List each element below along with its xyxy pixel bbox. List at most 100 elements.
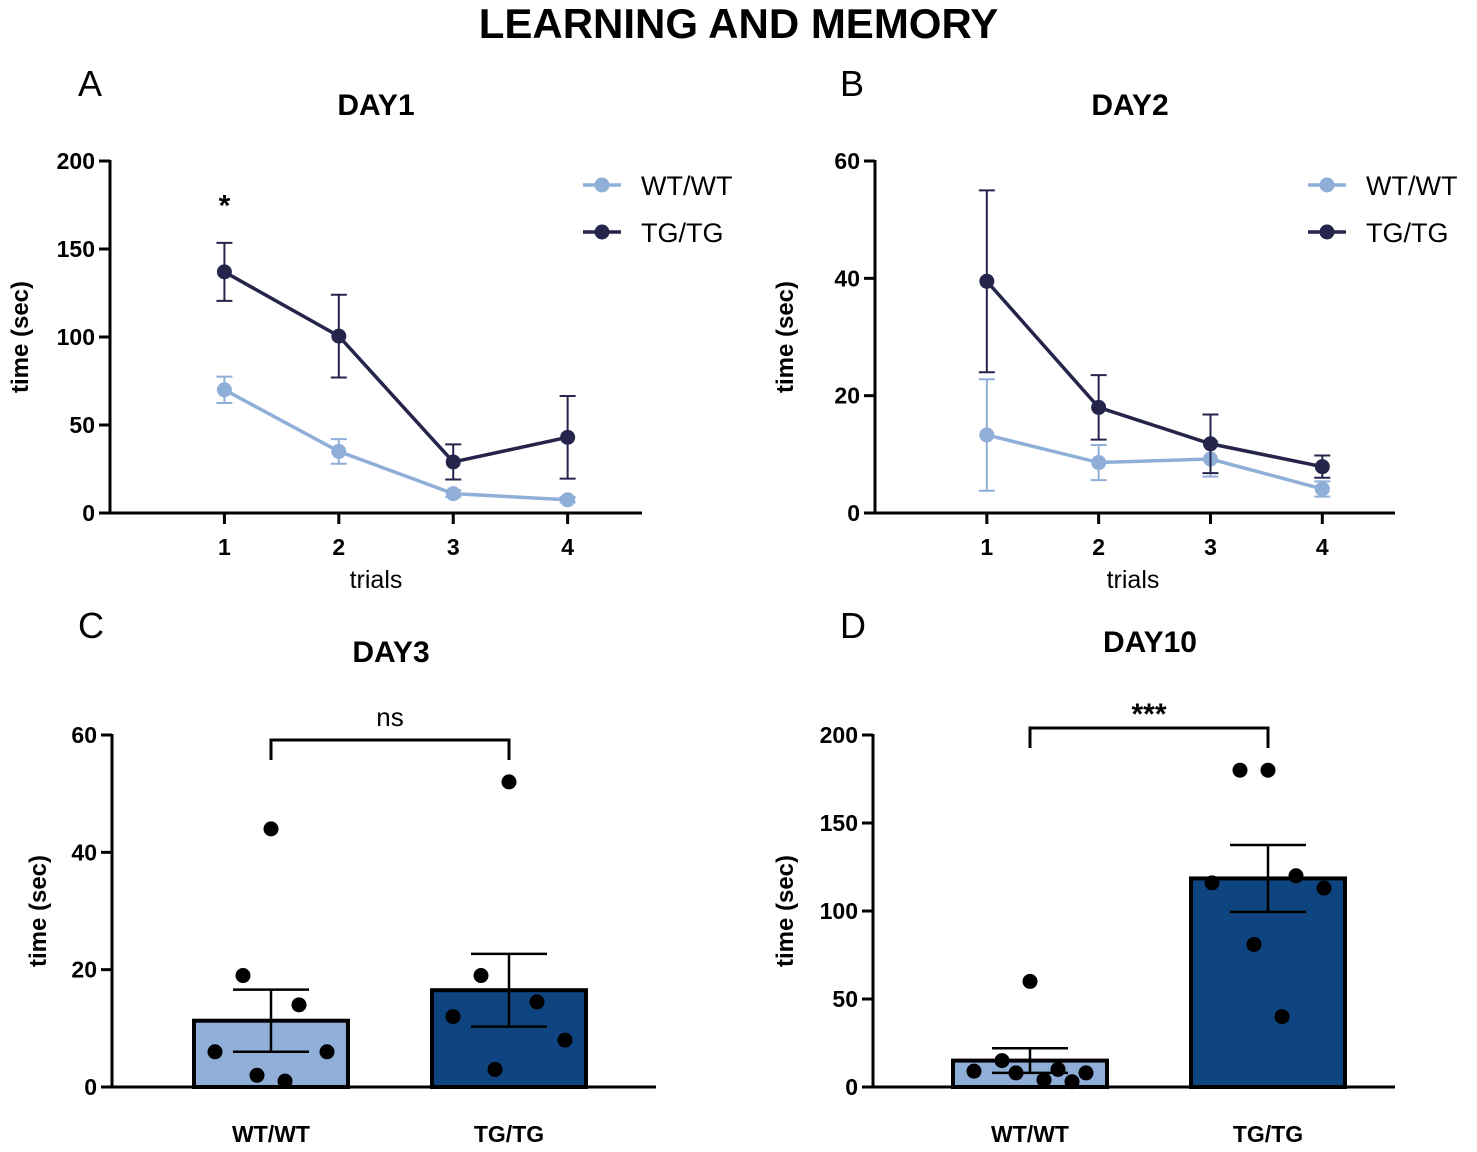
panel-a-wt-wt-point-2 [331, 443, 347, 459]
panel-d-wt-wt-point-1 [1022, 973, 1038, 989]
panel-d-title: DAY10 [1103, 626, 1197, 659]
panel-d-wt-wt-point-8 [1064, 1074, 1080, 1090]
panel-c-y-tick-label-20: 20 [71, 957, 97, 983]
panel-c-tg-tg-point-2 [473, 968, 489, 984]
panel-b-tg-tg-point-3 [1202, 436, 1218, 452]
panel-d-y-label: time (sec) [772, 855, 799, 967]
panel-letter-a: A [78, 63, 103, 104]
panel-d-chart: 0 50 100 150 200 DAY10 time (sec) WT/WT TG/TG *** [772, 626, 1395, 1147]
panel-a-wt-wt-legend-marker [594, 177, 610, 193]
panel-c-y-label: time (sec) [25, 855, 52, 967]
panel-letter-b: B [840, 63, 865, 104]
panel-a-tg-tg-legend-label: TG/TG [641, 218, 724, 248]
panel-a-tg-tg-point-2 [331, 328, 347, 344]
panel-c-wt-wt-point-7 [277, 1073, 293, 1089]
panel-c-chart: 0 20 40 60 DAY3 time (sec) WT/WT TG/TG ns [25, 636, 656, 1147]
panel-d-y-tick-label-150: 150 [820, 810, 858, 836]
panel-a-wt-wt-point-3 [445, 486, 461, 502]
panel-a-tg-tg-point-3 [445, 454, 461, 470]
panel-c-tg-tg-point-3 [529, 994, 545, 1010]
panel-b-x-tick-label-3: 3 [1204, 534, 1217, 560]
panel-d-tg-tg-point-2 [1232, 762, 1248, 778]
panel-a-x-label: trials [350, 566, 403, 594]
panel-d-wt-wt-point-7 [1036, 1072, 1052, 1088]
panel-b-x-tick-label-4: 4 [1316, 534, 1329, 560]
panel-a-chart: 0 50 100 150 200 DAY1 time (sec) 1 2 3 4 trials WT/W… [7, 89, 732, 594]
panel-c-tg-tg-category-label: TG/TG [474, 1121, 544, 1147]
panel-a-y-tick-label-0: 0 [82, 500, 95, 526]
panel-a-y-tick-label-50: 50 [69, 412, 95, 438]
panel-d-y-tick-label-200: 200 [820, 722, 858, 748]
panel-a-x-tick-label-4: 4 [561, 534, 574, 560]
panel-c-y-tick-label-0: 0 [84, 1074, 97, 1100]
panel-a-wt-wt-line [223, 388, 568, 502]
panel-c-tg-tg-point-5 [557, 1032, 573, 1048]
panel-b-tg-tg-legend-marker [1319, 224, 1335, 240]
panel-b-wt-wt-point-4 [1314, 481, 1330, 497]
panel-c-wt-wt-point-6 [249, 1067, 265, 1083]
panel-d-wt-wt-category-label: WT/WT [991, 1121, 1069, 1147]
panel-d-tg-tg-point-3 [1288, 868, 1304, 884]
panel-a-y-tick-label-100: 100 [57, 324, 95, 350]
panel-b-tg-tg-point-2 [1091, 399, 1107, 415]
panel-a-title: DAY1 [337, 89, 414, 122]
panel-a-x-tick-label-1: 1 [218, 534, 231, 560]
panel-a-wt-wt-legend-label: WT/WT [641, 171, 732, 201]
panel-a-y-tick-label-150: 150 [57, 236, 95, 262]
panel-b-wt-wt-point-1 [979, 427, 995, 443]
panel-a-tg-tg-point-4 [560, 429, 576, 445]
panel-b-y-label: time (sec) [772, 281, 799, 393]
panel-c-significance-bracket [269, 738, 511, 760]
panel-d-wt-wt-point-6 [1008, 1065, 1024, 1081]
panel-d-wt-wt-point-2 [994, 1053, 1010, 1069]
panel-c-tg-tg-point-4 [445, 1009, 461, 1025]
panel-c-tg-tg-point-6 [487, 1061, 503, 1077]
panel-b-y-tick-label-0: 0 [847, 500, 860, 526]
panel-c-wt-wt-point-4 [207, 1044, 223, 1060]
panel-b-tg-tg-legend-label: TG/TG [1366, 218, 1449, 248]
panel-b-x-label: trials [1107, 566, 1160, 594]
panel-c-tg-tg-point-1 [501, 774, 517, 790]
panel-c-wt-wt-point-2 [235, 968, 251, 984]
panel-b-y-tick-label-20: 20 [834, 383, 860, 409]
panel-b-y-tick-label-60: 60 [834, 148, 860, 174]
panel-d-tg-tg-point-1 [1260, 762, 1276, 778]
panel-d-tg-tg-bar [1189, 876, 1347, 1089]
panel-c-title: DAY3 [352, 636, 429, 669]
panel-a-tg-tg-line [223, 270, 569, 464]
panel-b-x-tick-label-1: 1 [980, 534, 993, 560]
panel-b-tg-tg-point-4 [1314, 459, 1330, 475]
panel-d-tg-tg-point-6 [1246, 936, 1262, 952]
panel-b-tg-tg-point-1 [979, 273, 995, 289]
panel-c-wt-wt-point-5 [319, 1044, 335, 1060]
panel-a-wt-wt-point-4 [560, 492, 576, 508]
panel-d-significance-label: *** [1131, 698, 1166, 731]
panel-d-tg-tg-category-label: TG/TG [1233, 1121, 1303, 1147]
panel-c-y-tick-label-40: 40 [71, 839, 97, 865]
panel-a-x-tick-label-2: 2 [332, 534, 345, 560]
panel-a-tg-tg-point-1 [216, 264, 232, 280]
panel-d-y-tick-label-50: 50 [832, 986, 858, 1012]
panel-b-wt-wt-legend-label: WT/WT [1366, 171, 1457, 201]
panel-d-y-tick-label-0: 0 [845, 1074, 858, 1100]
panel-d-wt-wt-point-5 [1078, 1065, 1094, 1081]
panel-a-y-label: time (sec) [7, 281, 34, 393]
panel-d-wt-wt-point-3 [1050, 1061, 1066, 1077]
panel-c-y-tick-label-60: 60 [71, 722, 97, 748]
panel-b-wt-wt-point-2 [1091, 455, 1107, 471]
panel-d-tg-tg-point-5 [1316, 880, 1332, 896]
panel-a-y-tick-label-200: 200 [57, 148, 95, 174]
panel-d-wt-wt-point-4 [966, 1063, 982, 1079]
panel-a-x-tick-label-3: 3 [447, 534, 460, 560]
panel-letter-d: D [840, 605, 866, 646]
panel-d-significance-bracket [1028, 726, 1270, 748]
panel-b-tg-tg-line [985, 280, 1323, 469]
panel-a-tg-tg-legend-marker [594, 224, 610, 240]
panel-b-wt-wt-line [986, 433, 1323, 491]
panel-c-wt-wt-category-label: WT/WT [232, 1121, 310, 1147]
panel-a-wt-wt-point-1 [216, 382, 232, 398]
panel-d-tg-tg-point-4 [1204, 875, 1220, 891]
panel-d-y-tick-label-100: 100 [820, 898, 858, 924]
figure-title: LEARNING AND MEMORY [478, 0, 999, 47]
